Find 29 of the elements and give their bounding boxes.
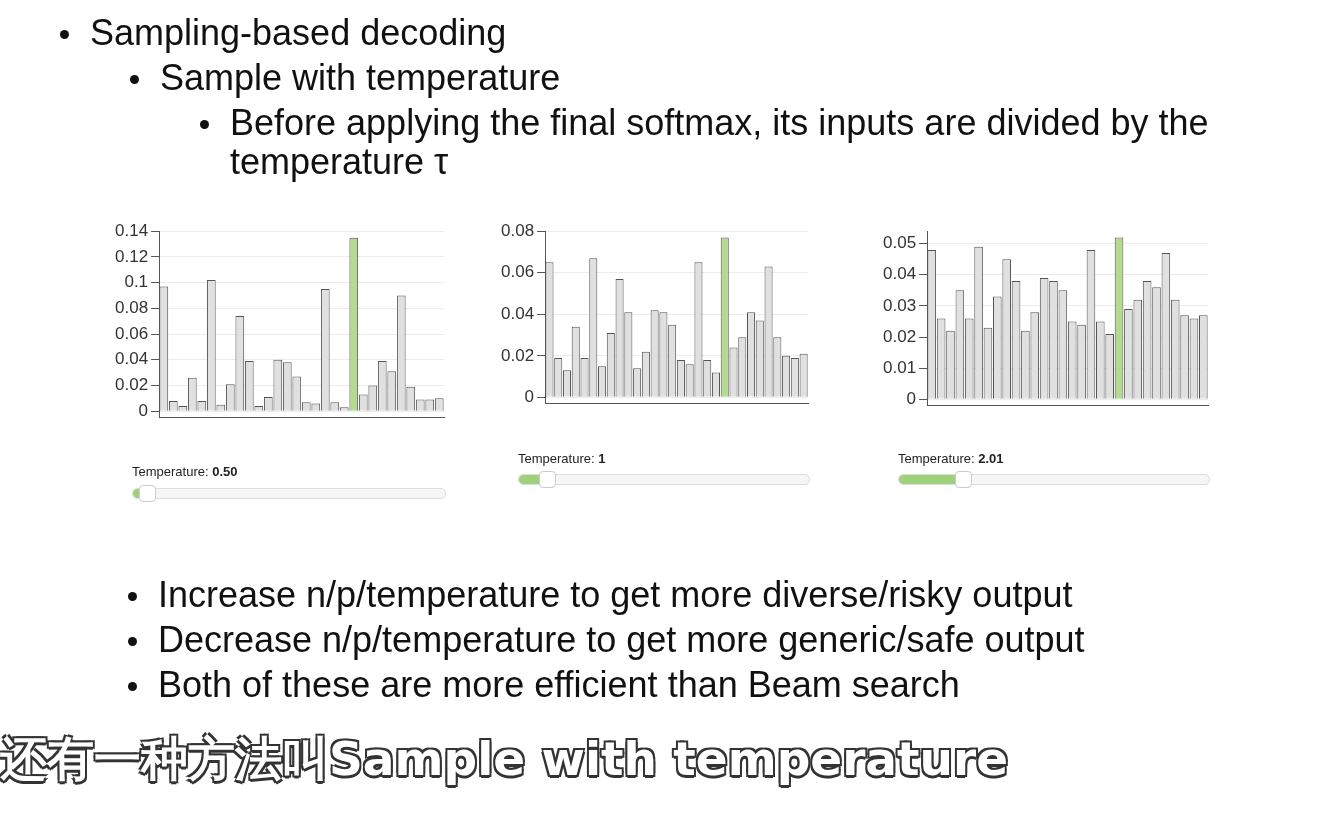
y-tick-label: 0.01 xyxy=(882,357,917,377)
y-tick-label: 0.1 xyxy=(124,272,149,292)
text: Temperature: 1 xyxy=(518,451,606,466)
text: 还有一种方法叫Sample with temperature xyxy=(0,730,1010,790)
text: Decrease n/p/temperature to get more generic/safe output xyxy=(158,618,1086,660)
y-tick-label: 0.02 xyxy=(882,326,917,346)
y-tick-label: 0.08 xyxy=(500,220,535,240)
text: Increase n/p/temperature to get more diverse/risky output xyxy=(158,574,1074,615)
text: Sampling-based decoding xyxy=(90,12,508,53)
text: Sample with temperature xyxy=(160,56,562,98)
y-tick-label: 0.14 xyxy=(114,220,149,240)
y-tick-label: 0.04 xyxy=(882,264,917,284)
y-tick-label: 0 xyxy=(138,400,149,420)
y-tick-label: 0 xyxy=(524,387,535,407)
y-tick-label: 0.06 xyxy=(114,323,149,343)
y-tick-label: 0.06 xyxy=(500,262,535,282)
text: Before applying the final softmax, its inputs are divided by the temperature τ xyxy=(230,101,1210,182)
text: Both of these are more efficient than Beam search xyxy=(158,663,961,705)
text: Temperature: 0.50 xyxy=(132,464,238,479)
text: Temperature: 2.01 xyxy=(898,451,1004,466)
y-tick-label: 0.08 xyxy=(114,298,149,318)
y-tick-label: 0.12 xyxy=(114,246,149,266)
y-tick-label: 0 xyxy=(906,389,917,409)
y-tick-label: 0.02 xyxy=(114,375,149,395)
y-tick-label: 0.05 xyxy=(882,233,917,253)
y-tick-label: 0.04 xyxy=(500,303,535,323)
y-tick-label: 0.02 xyxy=(500,345,535,365)
y-tick-label: 0.04 xyxy=(114,349,149,369)
y-tick-label: 0.03 xyxy=(882,295,917,315)
